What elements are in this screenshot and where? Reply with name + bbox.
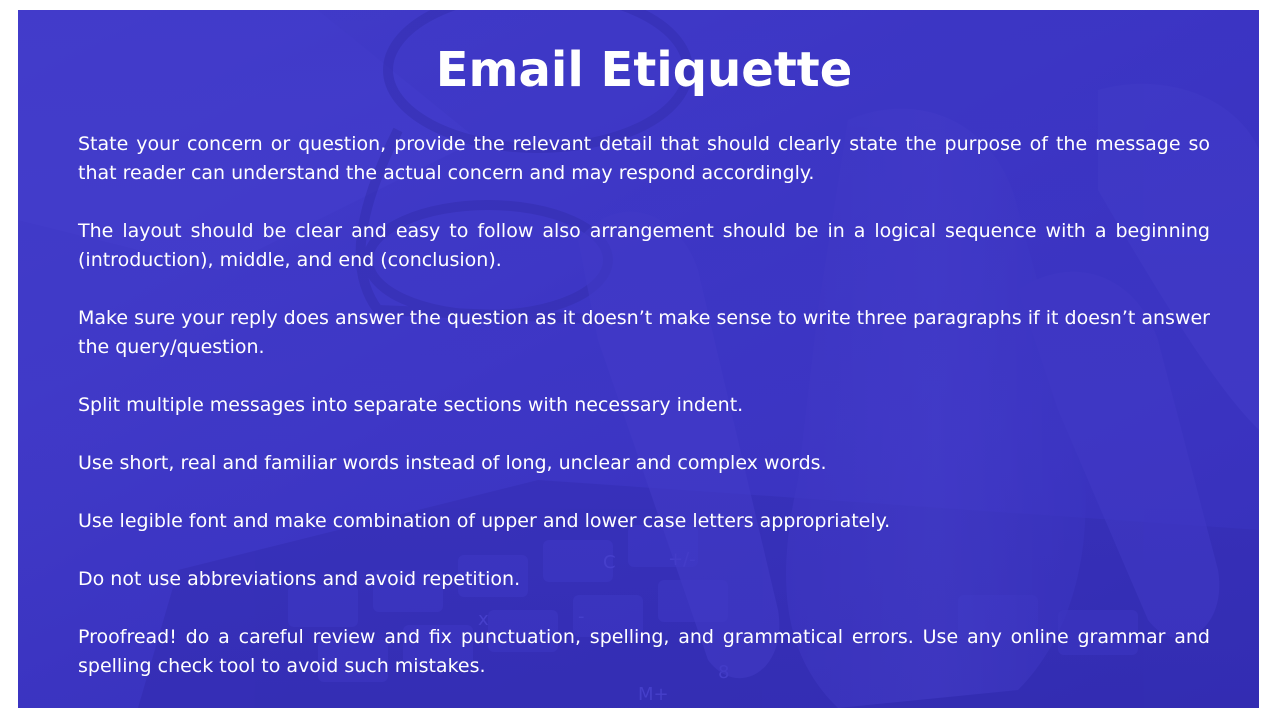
paragraph-5: Use short, real and familiar words inste… <box>78 452 827 474</box>
background-tint <box>18 10 1259 708</box>
paragraph-8: Proofread! do a careful review and fix p… <box>78 626 1210 677</box>
paragraph-6: Use legible font and make combination of… <box>78 510 891 532</box>
slide-title: Email Etiquette <box>435 42 853 98</box>
slide-content: Email Etiquette State your concern or qu… <box>78 10 1210 708</box>
paragraph-3: Make sure your reply does answer the que… <box>78 307 1210 358</box>
paragraph-list: State your concern or question, provide … <box>78 130 1210 708</box>
paragraph-7: Do not use abbreviations and avoid repet… <box>78 568 521 590</box>
slide: C +/- x - 8 M+ Email Etiquette State you… <box>18 10 1259 708</box>
paragraph-4: Split multiple messages into separate se… <box>78 394 744 416</box>
paragraph-2: The layout should be clear and easy to f… <box>78 220 1210 271</box>
paragraph-1: State your concern or question, provide … <box>78 133 1210 184</box>
